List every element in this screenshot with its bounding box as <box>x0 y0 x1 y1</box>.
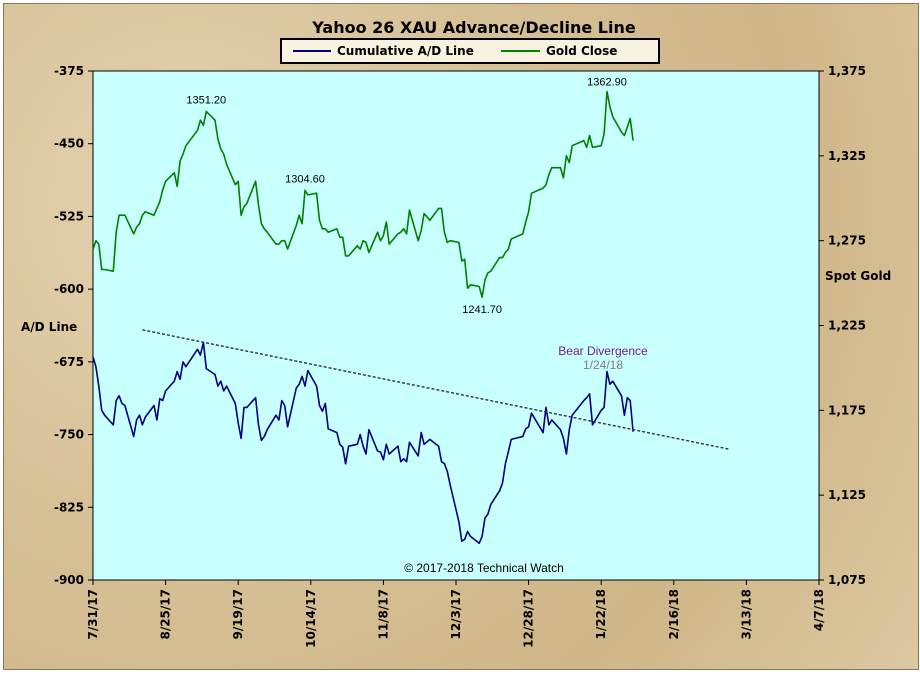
y-axis-label-right: Spot Gold <box>825 269 891 283</box>
chart-title: Yahoo 26 XAU Advance/Decline Line <box>311 18 636 37</box>
y-tick-label-left: -375 <box>54 64 84 78</box>
y-tick-label-right: 1,325 <box>828 149 866 163</box>
x-tick-label: 3/13/18 <box>739 589 753 640</box>
x-tick-label: 9/19/17 <box>231 589 245 640</box>
y-tick-label-right: 1,275 <box>828 234 866 248</box>
gold-close-series <box>92 90 634 299</box>
x-tick-label: 7/31/17 <box>86 589 100 640</box>
y-tick-label-left: -450 <box>54 137 84 151</box>
annotation-gold-high-1304: 1304.60 <box>285 173 325 185</box>
x-tick-label: 10/14/17 <box>304 589 318 648</box>
y-tick-label-left: -900 <box>54 573 84 587</box>
annotation-bear-divergence: Bear Divergence <box>558 344 648 358</box>
annotation-bear-divergence-date: 1/24/18 <box>583 358 623 372</box>
x-tick-label: 2/16/18 <box>667 589 681 640</box>
x-tick-label: 11/8/17 <box>376 589 390 640</box>
y-tick-label-right: 1,375 <box>828 64 866 78</box>
legend-label-gold: Gold Close <box>546 44 617 58</box>
x-tick-label: 12/3/17 <box>449 589 463 640</box>
annotation-gold-low-1241: 1241.70 <box>462 304 502 316</box>
chart-frame: Yahoo 26 XAU Advance/Decline Line Cumula… <box>3 3 919 670</box>
y-tick-label-right: 1,125 <box>828 488 866 502</box>
y-tick-label-left: -825 <box>54 500 84 514</box>
x-tick-label: 1/22/18 <box>594 589 608 640</box>
annotation-gold-high-1351: 1351.20 <box>186 94 226 106</box>
y-tick-label-right: 1,075 <box>828 573 866 587</box>
x-tick-label: 8/25/17 <box>159 589 173 640</box>
annotation-gold-high-1362: 1362.90 <box>587 77 627 89</box>
y-tick-label-left: -600 <box>54 282 84 296</box>
legend: Cumulative A/D Line Gold Close <box>280 38 660 64</box>
ad-line-series <box>92 341 634 545</box>
x-tick-label: 4/7/18 <box>812 589 826 631</box>
y-tick-label-left: -750 <box>54 428 84 442</box>
chart: Yahoo 26 XAU Advance/Decline Line Cumula… <box>21 18 891 648</box>
legend-label-ad: Cumulative A/D Line <box>337 44 474 58</box>
copyright: © 2017-2018 Technical Watch <box>404 561 564 575</box>
y-axis-label-left: A/D Line <box>21 320 77 334</box>
y-tick-label-right: 1,225 <box>828 319 866 333</box>
y-tick-label-left: -675 <box>54 355 84 369</box>
plot-area <box>92 70 820 581</box>
x-tick-label: 12/28/17 <box>522 589 536 648</box>
y-tick-label-left: -525 <box>54 209 84 223</box>
y-tick-label-right: 1,175 <box>828 403 866 417</box>
